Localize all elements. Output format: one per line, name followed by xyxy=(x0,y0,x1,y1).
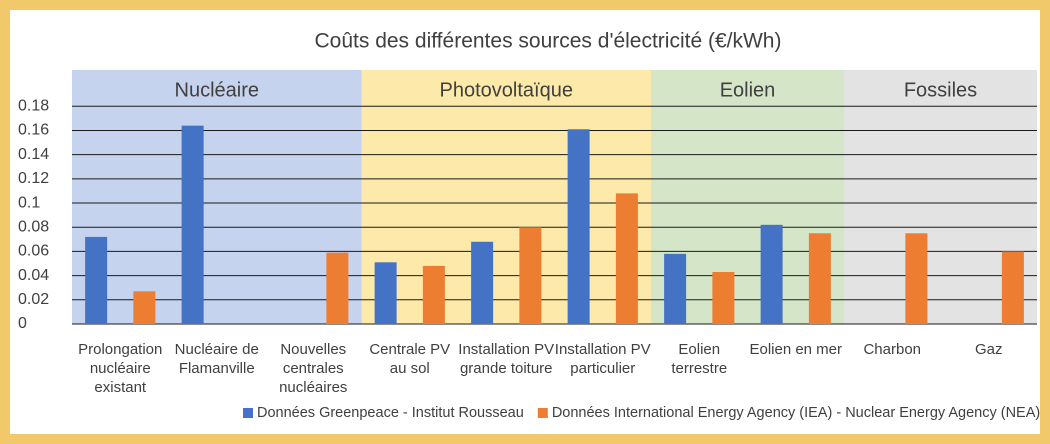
x-tick-label: Eolien en mer xyxy=(749,341,843,358)
x-tick-label: Gaz xyxy=(974,341,1003,358)
bar xyxy=(1001,251,1024,324)
y-tick-label: 0 xyxy=(18,315,27,332)
y-tick-label: 0.08 xyxy=(18,218,49,235)
x-tick-label: Centrale PV au sol xyxy=(369,341,451,377)
group-label: Eolien xyxy=(720,79,776,101)
group-label: Nucléaire xyxy=(175,79,259,101)
legend-swatch xyxy=(243,408,253,418)
legend-swatch xyxy=(537,408,548,418)
legend-label: Données International Energy Agency (IEA… xyxy=(552,405,1040,421)
y-tick-label: 0.12 xyxy=(18,170,49,187)
x-tick-label: Installation PV grande toiture xyxy=(458,341,555,377)
y-tick-label: 0.14 xyxy=(18,146,49,163)
bar xyxy=(905,233,928,324)
y-tick-label: 0.16 xyxy=(18,122,49,139)
y-tick-label: 0.1 xyxy=(18,194,40,211)
y-tick-label: 0.06 xyxy=(18,243,49,260)
bar xyxy=(133,291,156,324)
x-tick-label: Prolongation nucléaire existant xyxy=(78,341,163,396)
bar xyxy=(808,233,831,324)
bar xyxy=(760,224,783,324)
bar xyxy=(567,129,590,324)
group-band xyxy=(361,70,651,324)
chart-title: Coûts des différentes sources d'électric… xyxy=(315,30,782,53)
x-tick-label: Nouvelles centrales nucléaires xyxy=(279,341,348,396)
bar xyxy=(374,262,397,324)
group-label: Fossiles xyxy=(904,79,977,101)
bar xyxy=(615,193,638,324)
y-tick-label: 0.04 xyxy=(18,267,49,284)
bar xyxy=(519,227,542,324)
group-band xyxy=(72,70,362,324)
bar xyxy=(664,253,687,324)
bar xyxy=(712,271,735,324)
bar xyxy=(471,241,494,324)
y-tick-label: 0.02 xyxy=(18,291,49,308)
x-tick-label: Installation PV particulier xyxy=(554,341,651,377)
x-tick-label: Nucléaire de Flamanville xyxy=(174,341,259,377)
bar xyxy=(85,236,108,324)
x-tick-label: Charbon xyxy=(863,341,922,358)
group-label: Photovoltaïque xyxy=(440,79,573,101)
x-tick-label: Eolien terrestre xyxy=(671,341,728,377)
legend-label: Données Greenpeace - Institut Rousseau xyxy=(257,405,524,421)
bar xyxy=(181,125,204,324)
bar xyxy=(422,265,445,324)
y-tick-label: 0.18 xyxy=(18,98,49,115)
bar xyxy=(326,252,349,324)
